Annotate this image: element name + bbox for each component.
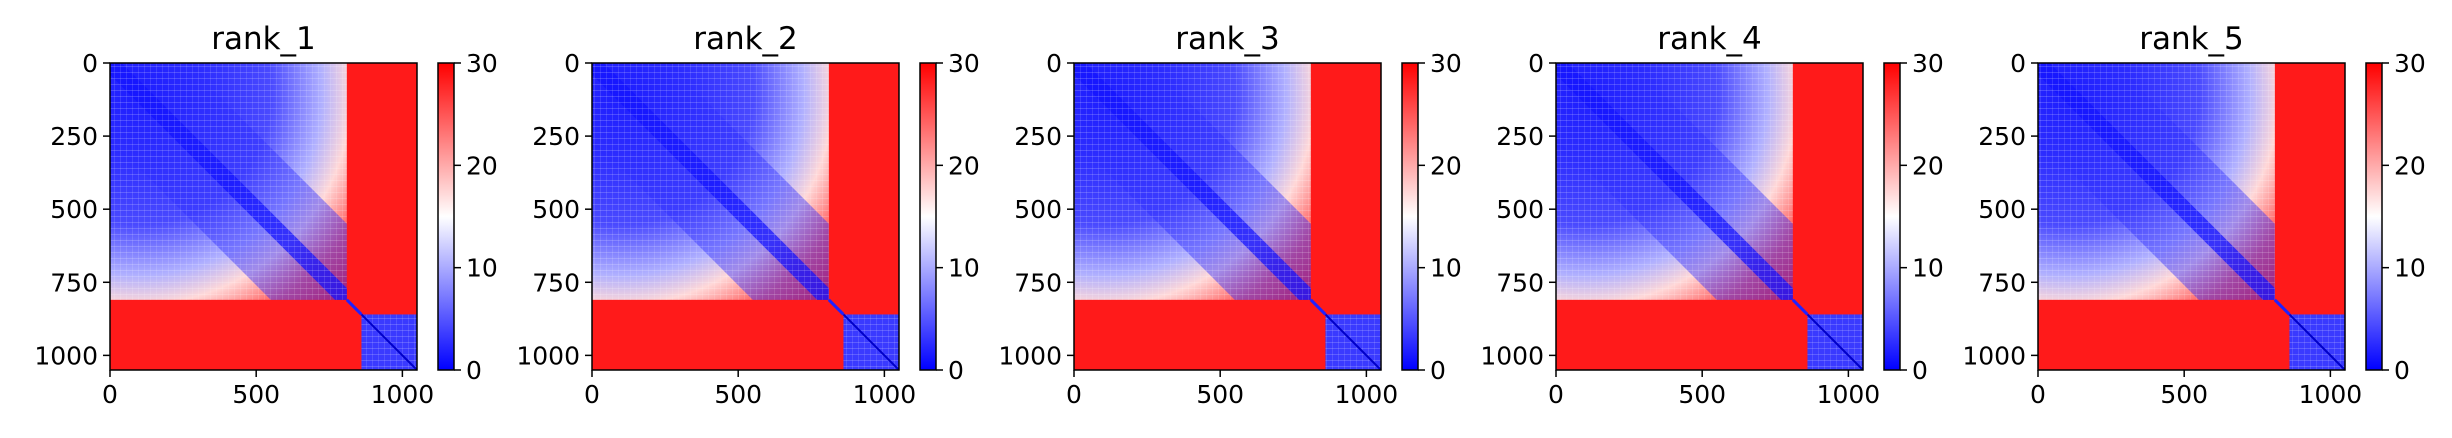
y-tick-label: 750 bbox=[1014, 268, 1062, 297]
colorbar-tick-label: 30 bbox=[948, 49, 980, 78]
heatmap-gap-diagonal bbox=[2273, 298, 2291, 316]
y-tick-label: 0 bbox=[564, 49, 580, 78]
x-tick-label: 0 bbox=[2030, 380, 2046, 409]
y-tick-label: 250 bbox=[1014, 122, 1062, 151]
colorbar-tick-label: 20 bbox=[2394, 151, 2426, 180]
colorbar-tick-label: 30 bbox=[2394, 49, 2426, 78]
colorbar-tick-label: 10 bbox=[1912, 254, 1944, 283]
y-tick-label: 1000 bbox=[1962, 341, 2026, 370]
colorbar-tick-label: 10 bbox=[466, 254, 498, 283]
y-tick-label: 0 bbox=[2010, 49, 2026, 78]
x-tick-label: 500 bbox=[714, 380, 762, 409]
y-tick-label: 500 bbox=[1496, 195, 1544, 224]
y-tick-label: 500 bbox=[532, 195, 580, 224]
heatmap-gap-diagonal bbox=[1791, 298, 1809, 316]
heatmap-small-diagonal bbox=[1324, 313, 1382, 371]
colorbar bbox=[1883, 62, 1901, 371]
colorbar bbox=[437, 62, 455, 371]
y-tick-label: 1000 bbox=[516, 341, 580, 370]
panel-title: rank_4 bbox=[1657, 21, 1762, 57]
axes-frame bbox=[109, 62, 418, 371]
colorbar bbox=[919, 62, 937, 371]
y-tick-label: 500 bbox=[1014, 195, 1062, 224]
heatmap-texture bbox=[110, 63, 347, 300]
x-tick-label: 1000 bbox=[853, 380, 917, 409]
colorbar-tick-label: 0 bbox=[1430, 356, 1446, 385]
x-tick-label: 500 bbox=[1678, 380, 1726, 409]
y-tick-label: 250 bbox=[50, 122, 98, 151]
x-tick-label: 0 bbox=[102, 380, 118, 409]
axes-frame bbox=[1073, 62, 1382, 371]
colorbar-tick-label: 0 bbox=[948, 356, 964, 385]
y-tick-label: 750 bbox=[1496, 268, 1544, 297]
y-tick-label: 500 bbox=[1978, 195, 2026, 224]
x-tick-label: 0 bbox=[1548, 380, 1564, 409]
colorbar-tick-label: 10 bbox=[1430, 254, 1462, 283]
x-tick-label: 500 bbox=[1196, 380, 1244, 409]
panel-title: rank_3 bbox=[1175, 21, 1280, 57]
heatmap-gap-diagonal bbox=[345, 298, 363, 316]
heatmap-texture bbox=[592, 63, 829, 300]
y-tick-label: 1000 bbox=[998, 341, 1062, 370]
y-tick-label: 750 bbox=[50, 268, 98, 297]
axes-frame bbox=[591, 62, 900, 371]
y-tick-label: 250 bbox=[1496, 122, 1544, 151]
colorbar-tick-label: 30 bbox=[1430, 49, 1462, 78]
colorbar-tick-label: 0 bbox=[466, 356, 482, 385]
x-tick-label: 1000 bbox=[2299, 380, 2363, 409]
y-tick-label: 250 bbox=[1978, 122, 2026, 151]
colorbar-tick-label: 20 bbox=[466, 151, 498, 180]
y-tick-label: 0 bbox=[82, 49, 98, 78]
colorbar-tick-label: 0 bbox=[1912, 356, 1928, 385]
heatmap-texture bbox=[1556, 63, 1793, 300]
heatmap-gap-diagonal bbox=[1309, 298, 1327, 316]
x-tick-label: 500 bbox=[232, 380, 280, 409]
x-tick-label: 500 bbox=[2160, 380, 2208, 409]
heatmap-texture bbox=[1074, 63, 1311, 300]
y-tick-label: 250 bbox=[532, 122, 580, 151]
panel-title: rank_1 bbox=[211, 21, 316, 57]
colorbar-tick-label: 20 bbox=[1430, 151, 1462, 180]
colorbar-tick-label: 10 bbox=[948, 254, 980, 283]
x-tick-label: 1000 bbox=[1335, 380, 1399, 409]
x-tick-label: 0 bbox=[1066, 380, 1082, 409]
colorbar-tick-label: 0 bbox=[2394, 356, 2410, 385]
y-tick-label: 750 bbox=[532, 268, 580, 297]
colorbar-tick-label: 10 bbox=[2394, 254, 2426, 283]
heatmap-small-diagonal bbox=[2288, 313, 2346, 371]
y-tick-label: 1000 bbox=[1480, 341, 1544, 370]
colorbar-tick-label: 20 bbox=[1912, 151, 1944, 180]
x-tick-label: 0 bbox=[584, 380, 600, 409]
y-tick-label: 750 bbox=[1978, 268, 2026, 297]
colorbar bbox=[1401, 62, 1419, 371]
heatmap-small-diagonal bbox=[1806, 313, 1864, 371]
colorbar-tick-label: 20 bbox=[948, 151, 980, 180]
panel-title: rank_2 bbox=[693, 21, 798, 57]
axes-frame bbox=[1555, 62, 1864, 371]
heatmap-gap-diagonal bbox=[827, 298, 845, 316]
x-tick-label: 1000 bbox=[371, 380, 435, 409]
y-tick-label: 1000 bbox=[34, 341, 98, 370]
colorbar-tick-label: 30 bbox=[466, 49, 498, 78]
heatmap-small-diagonal bbox=[842, 313, 900, 371]
y-tick-label: 0 bbox=[1528, 49, 1544, 78]
heatmap-small-diagonal bbox=[360, 313, 418, 371]
colorbar bbox=[2365, 62, 2383, 371]
colorbar-tick-label: 30 bbox=[1912, 49, 1944, 78]
y-tick-label: 500 bbox=[50, 195, 98, 224]
y-tick-label: 0 bbox=[1046, 49, 1062, 78]
axes-frame bbox=[2037, 62, 2346, 371]
x-tick-label: 1000 bbox=[1817, 380, 1881, 409]
panel-title: rank_5 bbox=[2139, 21, 2244, 57]
heatmap-texture bbox=[2038, 63, 2275, 300]
